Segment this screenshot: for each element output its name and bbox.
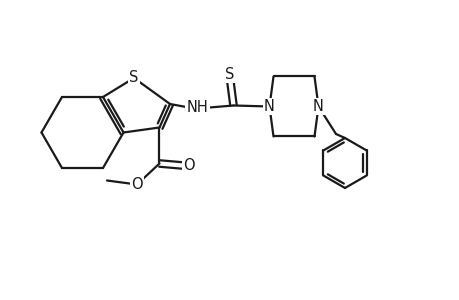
Text: N: N	[263, 99, 274, 114]
Text: N: N	[313, 99, 323, 114]
Text: S: S	[224, 67, 234, 82]
Text: S: S	[129, 70, 138, 86]
Text: O: O	[182, 158, 194, 173]
Text: O: O	[131, 177, 142, 192]
Text: NH: NH	[186, 100, 208, 116]
